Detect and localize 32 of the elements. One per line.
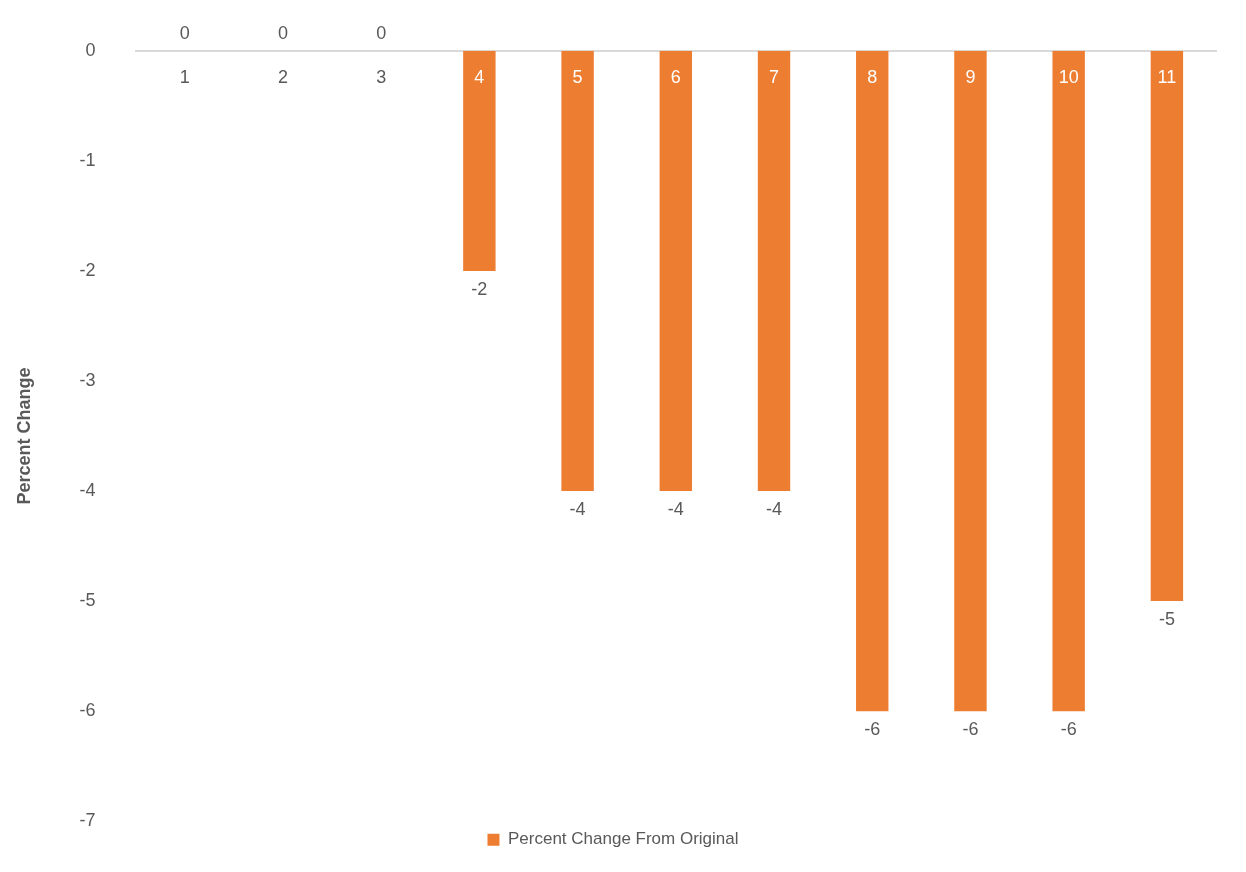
data-label: -2 <box>471 278 488 299</box>
data-label: -6 <box>864 719 881 740</box>
x-tick-label: 3 <box>376 66 387 87</box>
x-tick-label: 2 <box>277 66 288 87</box>
x-tick-label: 8 <box>867 66 878 87</box>
y-tick-label: -3 <box>79 369 96 390</box>
y-tick-label: 0 <box>85 39 96 60</box>
y-tick-label: -5 <box>79 590 96 611</box>
data-label: -4 <box>569 499 586 519</box>
x-tick-label: 10 <box>1058 66 1079 87</box>
y-tick-label: -7 <box>79 810 96 831</box>
y-tick-label: -2 <box>79 259 96 280</box>
data-label: 0 <box>376 22 387 43</box>
y-tick-label: -6 <box>79 700 96 721</box>
x-tick-label: 5 <box>572 66 583 87</box>
x-tick-label: 9 <box>965 66 976 87</box>
data-label: -4 <box>766 499 783 519</box>
x-tick-label: 7 <box>769 66 780 87</box>
y-tick-label: -4 <box>79 480 96 500</box>
data-label: -6 <box>1060 719 1077 740</box>
data-label: -5 <box>1158 609 1175 630</box>
data-label: -6 <box>962 719 979 740</box>
y-axis-title: Percent Change <box>13 367 34 505</box>
data-label: 0 <box>277 22 288 43</box>
legend-label: Percent Change From Original <box>507 829 739 849</box>
x-tick-label: 4 <box>474 66 485 87</box>
y-tick-label: -1 <box>79 149 96 170</box>
x-tick-label: 6 <box>670 66 681 87</box>
data-label: 0 <box>179 22 190 43</box>
x-tick-label: 11 <box>1157 66 1177 87</box>
x-tick-label: 1 <box>179 66 190 87</box>
data-label: -4 <box>667 499 684 519</box>
